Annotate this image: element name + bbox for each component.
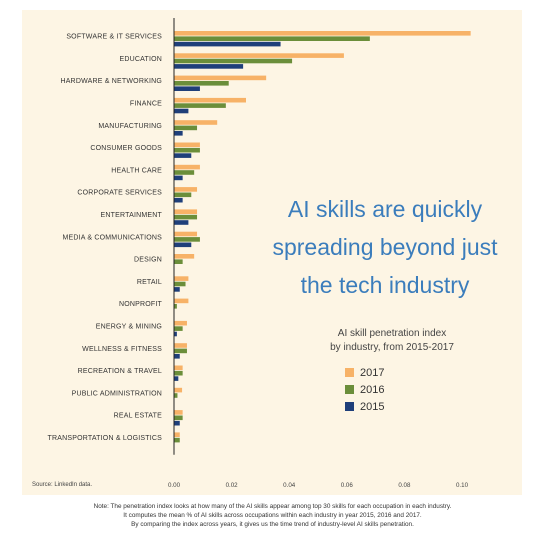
category-label-nonprofit: NONPROFIT [119, 301, 163, 308]
legend-label-2016: 2016 [360, 384, 385, 396]
bar-2017-corporate-services [174, 187, 198, 192]
bar-2017-retail [174, 276, 189, 281]
legend-swatch-2015 [345, 402, 354, 411]
bar-2015-corporate-services [174, 197, 183, 203]
footnote: Note: The penetration index looks at how… [0, 502, 545, 529]
legend-label-2017: 2017 [360, 367, 385, 379]
bar-2016-recreation-travel [174, 370, 183, 376]
category-label-corporate-services: CORPORATE SERVICES [77, 190, 162, 197]
bar-2016-software-it-services [174, 36, 370, 41]
bar-2015-energy-mining [174, 331, 177, 337]
bar-2016-finance [174, 103, 226, 108]
bar-2016-consumer-goods [174, 147, 200, 153]
bar-2015-wellness-fitness [174, 354, 180, 359]
subtitle-line-2: by industry, from 2015-2017 [330, 342, 454, 353]
bar-2016-retail [174, 281, 186, 287]
footnote-line-2: It computes the mean % of AI skills acro… [123, 512, 422, 519]
headline-line-1: AI skills are quickly [287, 196, 483, 222]
bar-2016-media-communications [174, 237, 200, 242]
category-label-transportation-logistics: TRANSPORTATION & LOGISTICS [48, 435, 163, 442]
category-label-real-estate: REAL ESTATE [114, 413, 162, 420]
source-note: Source: LinkedIn data. [32, 482, 93, 488]
category-label-media-communications: MEDIA & COMMUNICATIONS [62, 234, 162, 241]
bar-2016-nonprofit [174, 304, 177, 309]
bar-2017-public-administration [174, 387, 183, 393]
bar-2015-consumer-goods [174, 153, 192, 158]
bar-2015-health-care [174, 175, 183, 181]
category-label-manufacturing: MANUFACTURING [98, 123, 162, 130]
bar-2017-finance [174, 97, 246, 103]
bar-2015-retail [174, 287, 180, 292]
bar-2017-nonprofit [174, 298, 189, 304]
bar-2016-hardware-networking [174, 81, 229, 86]
x-tick-label-0-02: 0.02 [226, 482, 239, 489]
legend-item-2015: 2015 [345, 401, 384, 413]
bar-2016-corporate-services [174, 192, 192, 198]
category-label-consumer-goods: CONSUMER GOODS [90, 145, 162, 152]
bar-2017-recreation-travel [174, 365, 183, 371]
bar-2017-health-care [174, 164, 200, 170]
bar-2017-entertainment [174, 209, 198, 214]
bar-2017-consumer-goods [174, 142, 200, 148]
bar-2017-media-communications [174, 231, 198, 237]
bar-2015-manufacturing [174, 131, 183, 136]
chart-panel: SOFTWARE & IT SERVICES EDUCATION HARDWARE … [22, 10, 522, 495]
bar-chart: SOFTWARE & IT SERVICES EDUCATION HARDWARE … [48, 18, 471, 489]
bar-2017-energy-mining [174, 320, 187, 326]
category-label-finance: FINANCE [130, 101, 162, 108]
bar-2016-education [174, 58, 293, 64]
bar-2016-wellness-fitness [174, 348, 187, 354]
bar-2017-hardware-networking [174, 75, 267, 81]
bar-2015-education [174, 64, 244, 69]
legend-item-2017: 2017 [345, 367, 384, 379]
bar-2017-transportation-logistics [174, 432, 180, 437]
bar-2017-manufacturing [174, 120, 218, 125]
bar-2015-recreation-travel [174, 376, 179, 381]
x-tick-label-0-00: 0.00 [168, 482, 181, 489]
category-label-health-care: HEALTH CARE [111, 167, 162, 174]
footnote-line-3: By comparing the index across years, it … [131, 521, 414, 528]
legend-label-2015: 2015 [360, 401, 385, 413]
headline-line-3: the tech industry [300, 272, 470, 298]
bar-2015-hardware-networking [174, 86, 200, 91]
category-label-recreation-travel: RECREATION & TRAVEL [78, 368, 162, 375]
legend-swatch-2016 [345, 385, 354, 394]
headline-line-2: spreading beyond just [272, 234, 498, 260]
bar-2017-real-estate [174, 410, 183, 415]
subtitle-line-1: AI skill penetration index [337, 328, 447, 339]
bar-2015-media-communications [174, 242, 192, 248]
bar-2017-education [174, 53, 344, 58]
bar-2016-entertainment [174, 214, 198, 220]
bar-2016-health-care [174, 170, 195, 175]
footnote-line-1: Note: The penetration index looks at how… [93, 503, 452, 510]
category-label-entertainment: ENTERTAINMENT [101, 212, 163, 219]
bar-2016-manufacturing [174, 125, 198, 131]
category-label-wellness-fitness: WELLNESS & FITNESS [82, 346, 162, 353]
category-label-retail: RETAIL [137, 279, 162, 286]
bar-2015-real-estate [174, 420, 180, 426]
x-tick-label-0-04: 0.04 [283, 482, 296, 489]
category-label-education: EDUCATION [119, 56, 162, 63]
category-label-software-it-services: SOFTWARE & IT SERVICES [66, 34, 162, 41]
bar-2016-design [174, 259, 183, 264]
bar-2017-software-it-services [174, 31, 471, 36]
bar-2017-wellness-fitness [174, 343, 187, 348]
bar-2015-entertainment [174, 220, 189, 225]
legend-item-2016: 2016 [345, 384, 384, 396]
x-tick-label-0-10: 0.10 [456, 482, 469, 489]
bar-2016-transportation-logistics [174, 437, 180, 443]
category-label-energy-mining: ENERGY & MINING [96, 324, 162, 331]
bar-2015-finance [174, 108, 189, 114]
category-label-hardware-networking: HARDWARE & NETWORKING [60, 78, 162, 85]
x-tick-label-0-08: 0.08 [398, 482, 411, 489]
bar-2017-design [174, 254, 195, 259]
category-label-public-administration: PUBLIC ADMINISTRATION [72, 390, 162, 397]
category-label-design: DESIGN [134, 257, 162, 264]
bar-2016-real-estate [174, 415, 183, 421]
bar-2015-software-it-services [174, 41, 281, 47]
bar-2016-energy-mining [174, 326, 183, 331]
legend-swatch-2017 [345, 368, 354, 377]
bar-2016-public-administration [174, 393, 178, 398]
x-tick-label-0-06: 0.06 [341, 482, 354, 489]
